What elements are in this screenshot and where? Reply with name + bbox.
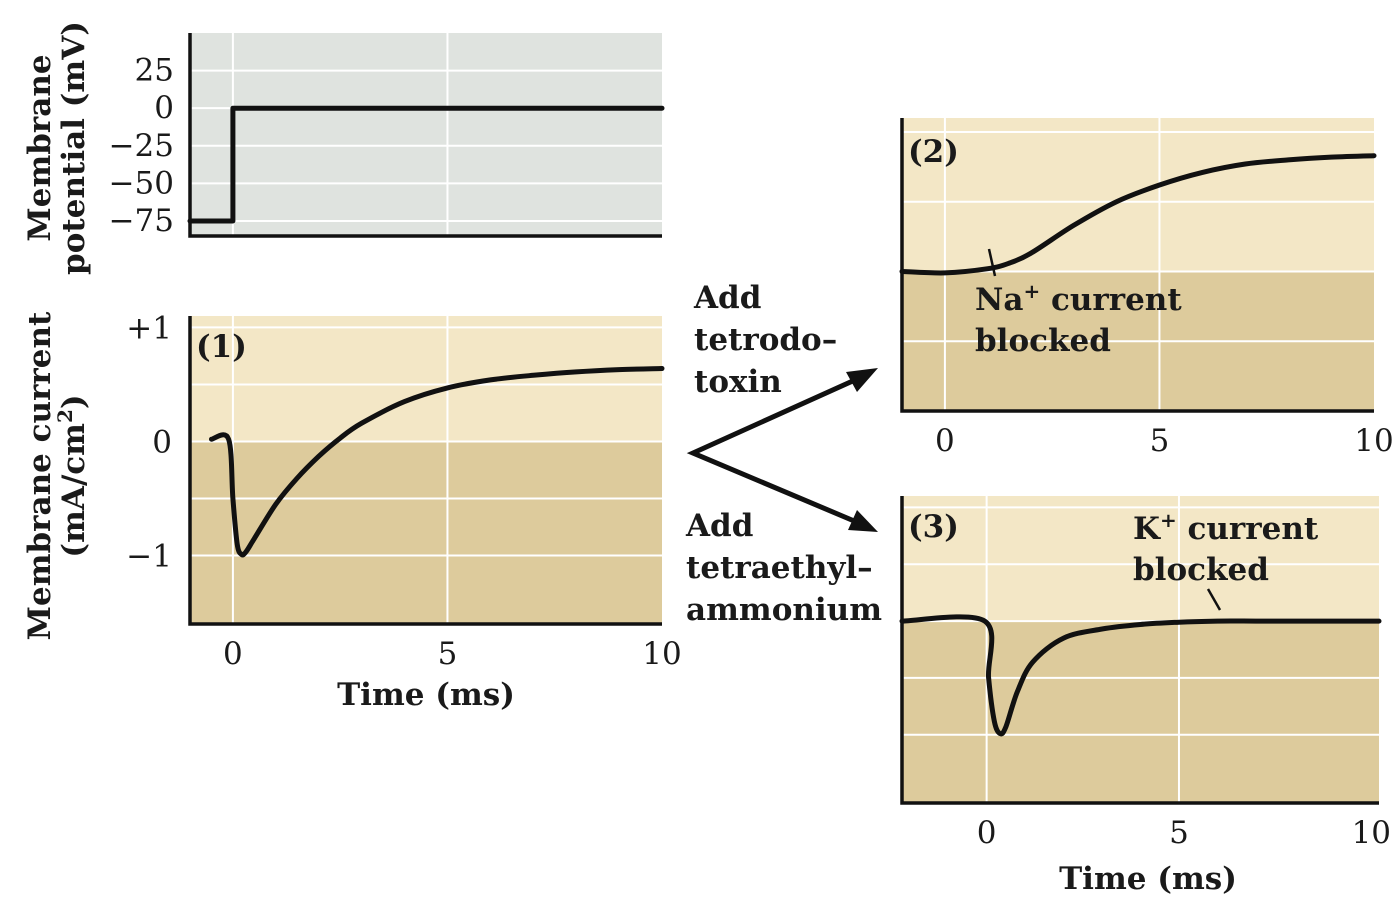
x-tick-label: 10 <box>1352 815 1391 851</box>
tea-label-line1: Add <box>685 508 753 544</box>
plot-background-upper <box>902 496 1379 622</box>
y-tick-label: 0 <box>154 90 174 126</box>
axis-lines <box>900 118 1374 413</box>
panel-3-chart: 0 5 10 (3) K+ current blocked Time (ms) <box>899 496 1391 897</box>
plot-background-lower <box>190 441 662 624</box>
y-axis-label-line1: Membrane current <box>22 311 58 640</box>
annotation-leader <box>987 248 997 277</box>
na-current-word: current <box>1040 282 1182 318</box>
annotation-leader <box>1206 588 1222 611</box>
na-symbol: Na <box>975 282 1023 318</box>
x-tick-label: 10 <box>1354 423 1393 459</box>
axis-lines <box>900 496 1379 805</box>
k-annotation-line1: K+ current <box>1133 508 1319 547</box>
x-tick-label: 5 <box>1150 423 1170 459</box>
axis-lines <box>188 316 662 626</box>
panel-label: (1) <box>196 329 247 365</box>
voltage-step-line <box>187 105 665 224</box>
x-tick-label: 10 <box>642 636 681 672</box>
ylabel-close: ) <box>56 394 92 409</box>
x-tick-label: 5 <box>1169 815 1189 851</box>
na-annotation-line2: blocked <box>975 323 1111 359</box>
y-axis-label-line2: (mA/cm2) <box>53 394 92 557</box>
branch-arrow-lines <box>686 372 868 529</box>
x-axis-label: Time (ms) <box>337 677 515 713</box>
ttx-label-line1: Add <box>693 280 761 316</box>
panel-2-chart: 0 5 10 (2) Na+ current blocked <box>899 118 1394 459</box>
plot-background-lower <box>902 621 1379 803</box>
axis-lines <box>188 33 662 238</box>
ttx-label-line2: tetrodo– <box>694 322 837 358</box>
plot-background-upper <box>190 316 662 442</box>
y-tick-label: +1 <box>126 310 172 346</box>
membrane-current-line <box>209 366 665 558</box>
drug-branch-arrows <box>686 368 878 532</box>
k-annotation-line2: blocked <box>1133 552 1269 588</box>
na-annotation-line1: Na+ current <box>975 279 1182 318</box>
panel-label: (3) <box>908 509 959 545</box>
x-tick-label: 5 <box>438 636 458 672</box>
x-tick-label: 0 <box>935 423 955 459</box>
y-axis-label-line2: potential (mV) <box>56 21 92 275</box>
y-axis-label-line1: Membrane <box>22 54 58 241</box>
plot-background <box>190 33 662 236</box>
y-tick-label: −1 <box>126 539 172 575</box>
y-tick-label: 25 <box>135 53 174 89</box>
x-axis-label: Time (ms) <box>1059 861 1237 897</box>
k-superscript: + <box>1160 508 1177 532</box>
arrow-head-down <box>848 510 878 532</box>
ttx-label-line3: toxin <box>694 364 782 400</box>
ylabel-superscript: 2 <box>53 409 77 423</box>
panel-label: (2) <box>908 134 959 170</box>
ylabel-unit: (mA/cm <box>56 423 92 558</box>
y-tick-label: 0 <box>152 424 172 460</box>
tea-label-line3: ammonium <box>686 592 882 628</box>
membrane-potential-chart: 250−25−50−75 Membrane potential (mV) <box>22 21 665 275</box>
panel-1-chart: +1 0 −1 0 5 10 (1) Time (ms) Membrane curren… <box>22 310 682 713</box>
y-tick-label: −25 <box>109 128 174 164</box>
k-current-word: current <box>1177 511 1319 547</box>
arrow-head-up <box>846 368 878 392</box>
k-symbol: K <box>1133 511 1161 547</box>
x-tick-label: 0 <box>223 636 243 672</box>
membrane-current-line <box>899 614 1382 737</box>
x-tick-label: 0 <box>977 815 997 851</box>
tea-label-line2: tetraethyl– <box>686 550 873 586</box>
y-tick-label: −75 <box>109 203 174 239</box>
y-tick-label: −50 <box>109 165 174 201</box>
na-superscript: + <box>1023 279 1040 303</box>
membrane-current-line <box>899 153 1377 276</box>
